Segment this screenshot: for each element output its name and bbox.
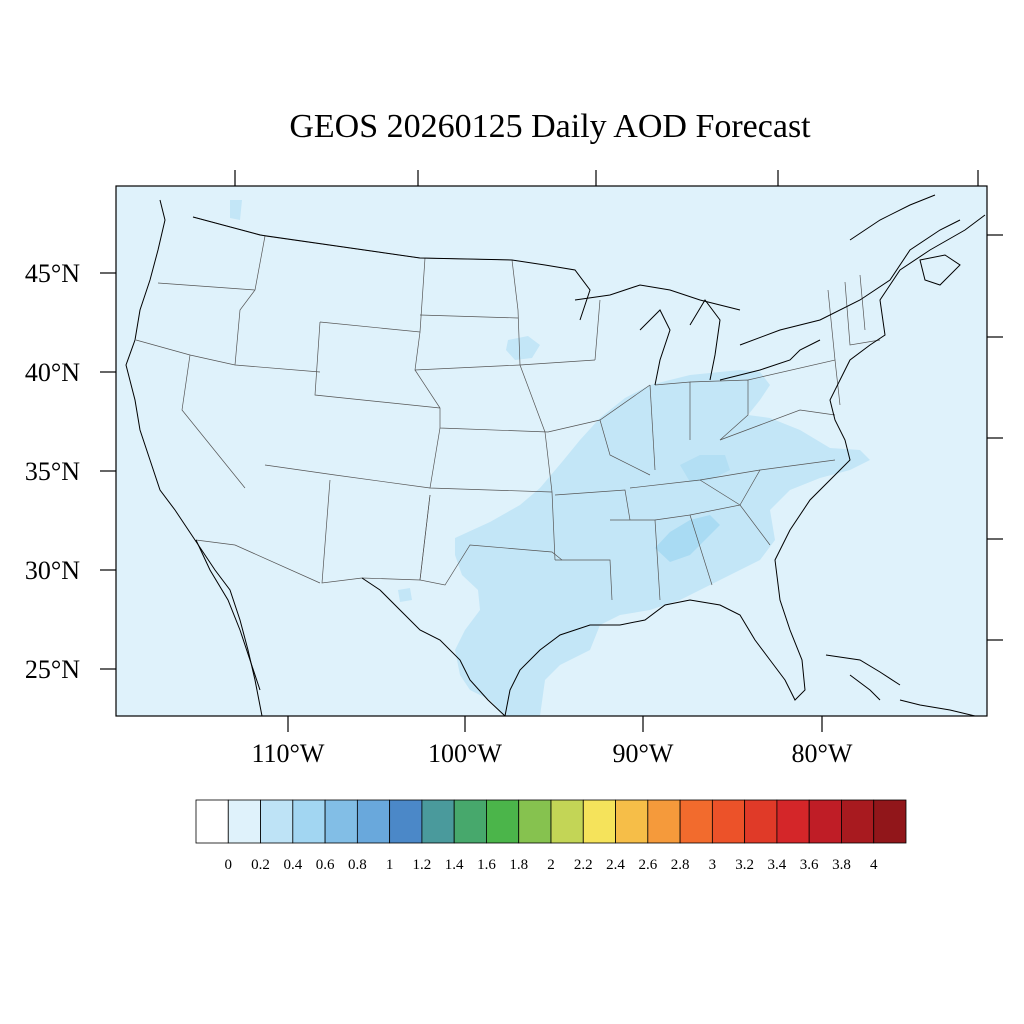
map-title: GEOS 20260125 Daily AOD Forecast [289,108,811,145]
colorbar-swatch [195,799,229,844]
colorbar-swatch [324,799,358,844]
colorbar-tick-label: 1.2 [413,857,432,873]
colorbar-swatch [744,799,778,844]
colorbar-tick-label: 2.2 [574,857,593,873]
colorbar-tick-label: 4 [870,857,878,873]
aod-plume-gulf-core [655,515,720,562]
bottom-ticks [287,716,823,732]
colorbar-swatch [292,799,326,844]
colorbar-swatch [647,799,681,844]
right-ticks [987,234,1003,641]
colorbar-swatch [453,799,487,844]
latitude-labels: 45°N 40°N 35°N 30°N 25°N [25,259,80,684]
aod-plume-tennessee-core [680,455,730,482]
colorbar-swatch [518,799,552,844]
colorbar-swatch [389,799,423,844]
colorbar-tick-label: 3.6 [800,857,819,873]
left-ticks [100,272,116,670]
colorbar-tick-label: 3.4 [768,857,787,873]
colorbar-swatch [615,799,649,844]
colorbar-tick-label: 0 [225,857,233,873]
colorbar-tick-label: 2.4 [606,857,625,873]
aod-plume-northwest-dot [230,200,242,220]
aod-plume-north [506,336,540,360]
colorbar-swatch [227,799,261,844]
colorbar-tick-label: 2 [547,857,555,873]
colorbar-swatch [679,799,713,844]
lon-label: 80°W [792,739,853,768]
lat-label: 25°N [25,655,80,684]
colorbar-swatch [260,799,294,844]
colorbar-swatch [550,799,584,844]
lat-label: 30°N [25,556,80,585]
colorbar-swatch [356,799,391,844]
colorbar-swatch [486,799,520,844]
colorbar-tick-label: 0.6 [316,857,335,873]
colorbar-swatch [711,799,746,844]
colorbar-swatch [841,799,875,844]
colorbar-labels: 0 0.2 0.4 0.6 0.8 1 1.2 1.4 1.6 1.8 2 2.2 2.4 2.6 2.8 3… [225,857,878,873]
colorbar-tick-label: 1 [386,857,394,873]
map-frame [115,185,988,717]
lon-label: 110°W [252,739,325,768]
colorbar-tick-label: 2.8 [671,857,690,873]
colorbar-tick-label: 0.4 [283,857,302,873]
colorbar-swatch [873,799,907,844]
colorbar-tick-label: 3.8 [832,857,851,873]
colorbar-tick-label: 0.8 [348,857,367,873]
colorbar-swatch [808,799,842,844]
colorbar-tick-label: 3.2 [735,857,754,873]
longitude-labels: 110°W 100°W 90°W 80°W [252,739,853,768]
lon-label: 100°W [428,739,502,768]
aod-plume-texas-dot [398,588,412,602]
state-boundaries [135,216,881,601]
colorbar-tick-label: 1.6 [477,857,496,873]
top-ticks [234,170,979,186]
lat-label: 40°N [25,358,80,387]
colorbar-tick-label: 1.8 [509,857,528,873]
lon-label: 90°W [613,739,674,768]
aod-plume-layer [230,200,870,716]
colorbar-swatch [776,799,810,844]
colorbar-swatch [582,799,616,844]
colorbar-swatch [421,799,455,844]
colorbar-tick-label: 3 [709,857,717,873]
colorbar-tick-label: 0.2 [251,857,270,873]
lat-label: 45°N [25,259,80,288]
lat-label: 35°N [25,457,80,486]
colorbar-tick-label: 1.4 [445,857,464,873]
coastlines [125,194,986,716]
colorbar-tick-label: 2.6 [638,857,657,873]
aod-plume-oklahoma [560,585,605,612]
colorbar [195,799,907,844]
